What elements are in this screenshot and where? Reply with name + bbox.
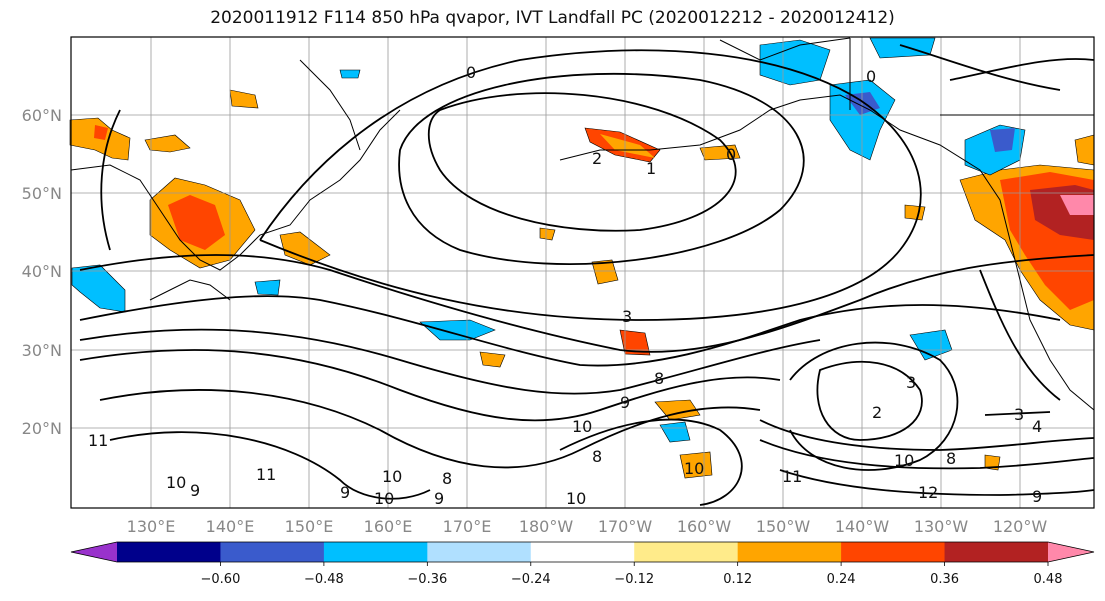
colorbar-swatch <box>427 542 532 562</box>
contour-label: 10 <box>894 451 914 470</box>
contour-label: 11 <box>88 431 108 450</box>
contour-label: 10 <box>572 417 592 436</box>
contour-label: 0 <box>866 67 876 86</box>
anomaly-fills <box>69 37 1095 479</box>
contour-label: 11 <box>782 467 802 486</box>
lon-label: 120°W <box>993 517 1048 536</box>
colorbar-tick-label: −0.12 <box>614 572 654 587</box>
colorbar-swatch <box>841 542 946 562</box>
colorbar-swatch <box>71 542 117 562</box>
contour-label: 1 <box>646 159 656 178</box>
lon-label: 150°E <box>285 517 334 536</box>
contour-label: 9 <box>1032 487 1042 506</box>
contour-label: 9 <box>340 483 350 502</box>
lon-label: 130°E <box>127 517 176 536</box>
colorbar-tick-label: 0.12 <box>723 572 752 587</box>
contour-label: 2 <box>872 403 882 422</box>
colorbar: −0.60 −0.48 −0.36 −0.24 −0.12 0.12 0.24 0.36 0.4… <box>70 541 1095 587</box>
colorbar-swatch <box>737 542 842 562</box>
lat-label: 60°N <box>22 106 62 125</box>
contour-label: 0 <box>726 145 736 164</box>
lon-label: 160°W <box>677 517 732 536</box>
contour-label: 11 <box>256 465 276 484</box>
contour-label: 3 <box>622 307 632 326</box>
colorbar-tick-label: −0.36 <box>407 572 447 587</box>
contour-label: 8 <box>592 447 602 466</box>
colorbar-tick-label: −0.24 <box>511 572 551 587</box>
longitude-labels: 130°E 140°E 150°E 160°E 170°E 180°W 170°… <box>127 517 1048 536</box>
map-panel: 0 0 0 2 1 3 3 2 3 4 8 9 10 8 10 11 10 8 … <box>69 36 1095 509</box>
colorbar-tick-label: 0.24 <box>827 572 856 587</box>
contour-label: 12 <box>918 483 938 502</box>
map-title: 2020011912 F114 850 hPa qvapor, IVT Land… <box>210 8 895 28</box>
colorbar-tick-label: 0.48 <box>1034 572 1063 587</box>
contour-label: 8 <box>654 369 664 388</box>
contour-label: 10 <box>166 473 186 492</box>
lon-label: 140°E <box>206 517 255 536</box>
contour-label: 10 <box>566 489 586 508</box>
lat-label: 20°N <box>22 419 62 438</box>
contour-label: 10 <box>382 467 402 486</box>
contour-label: 9 <box>190 481 200 500</box>
contour-label: 3 <box>1014 405 1024 424</box>
contour-label: 9 <box>620 393 630 412</box>
colorbar-swatch <box>117 542 221 562</box>
colorbar-swatch <box>530 542 635 562</box>
colorbar-swatch <box>1048 542 1094 562</box>
lat-label: 40°N <box>22 262 62 281</box>
lon-label: 150°W <box>756 517 811 536</box>
colorbar-tick-label: 0.36 <box>930 572 959 587</box>
ivt-contours <box>79 44 1095 506</box>
colorbar-swatch <box>634 542 739 562</box>
lat-label: 50°N <box>22 184 62 203</box>
lon-label: 160°E <box>364 517 413 536</box>
contour-labels: 0 0 0 2 1 3 3 2 3 4 8 9 10 8 10 11 10 8 … <box>88 63 1042 508</box>
contour-label: 10 <box>374 489 394 508</box>
contour-label: 9 <box>434 489 444 508</box>
colorbar-swatch <box>220 542 325 562</box>
lon-label: 170°E <box>443 517 492 536</box>
contour-label: 8 <box>946 449 956 468</box>
contour-label: 10 <box>684 459 704 478</box>
contour-label: 0 <box>466 63 476 82</box>
colorbar-tick-label: −0.60 <box>201 572 241 587</box>
lon-label: 180°W <box>519 517 574 536</box>
latitude-labels: 60°N 50°N 40°N 30°N 20°N <box>22 106 62 438</box>
contour-label: 4 <box>1032 417 1042 436</box>
colorbar-swatch <box>944 542 1049 562</box>
contour-label: 2 <box>592 149 602 168</box>
lat-label: 30°N <box>22 341 62 360</box>
lon-label: 130°W <box>914 517 969 536</box>
colorbar-tick-label: −0.48 <box>304 572 344 587</box>
colorbar-swatch <box>323 542 428 562</box>
lon-label: 170°W <box>598 517 653 536</box>
contour-label: 3 <box>906 373 916 392</box>
contour-label: 8 <box>442 469 452 488</box>
lon-label: 140°W <box>835 517 890 536</box>
